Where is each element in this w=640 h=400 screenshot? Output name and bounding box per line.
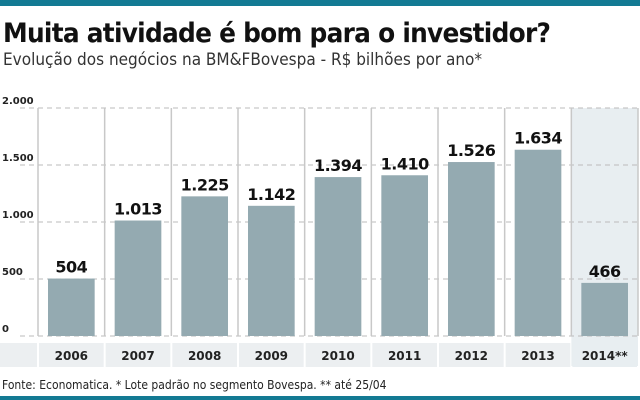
x-axis-cell bbox=[439, 343, 504, 367]
bar bbox=[48, 278, 95, 336]
y-tick-label: 1.000 bbox=[2, 210, 34, 221]
x-tick-label: 2009 bbox=[255, 349, 288, 363]
x-tick-label: 2008 bbox=[188, 349, 221, 363]
chart-title: Muita atividade é bom para o investidor? bbox=[3, 18, 551, 49]
bar bbox=[248, 205, 295, 336]
data-label: 1.225 bbox=[181, 175, 229, 194]
x-tick-label: 2007 bbox=[121, 349, 154, 363]
x-tick-label: 2006 bbox=[55, 349, 88, 363]
y-tick-label: 1.500 bbox=[2, 153, 34, 164]
data-label: 1.526 bbox=[447, 141, 495, 160]
bar bbox=[448, 162, 495, 336]
x-axis-cell bbox=[39, 343, 104, 367]
x-tick-label: 2013 bbox=[521, 349, 554, 363]
bar bbox=[114, 220, 162, 336]
bar bbox=[514, 149, 562, 336]
source-note: Fonte: Economatica. * Lote padrão no seg… bbox=[2, 378, 387, 392]
x-tick-label: 2014** bbox=[582, 349, 629, 363]
x-axis-cell bbox=[239, 343, 304, 367]
x-axis-cell bbox=[505, 343, 571, 367]
data-label: 1.142 bbox=[247, 185, 295, 204]
x-axis-cell bbox=[0, 343, 37, 367]
data-label: 1.394 bbox=[314, 156, 362, 175]
x-axis-cell bbox=[105, 343, 171, 367]
top-accent-bar bbox=[0, 0, 640, 6]
data-label: 504 bbox=[55, 258, 87, 277]
chart-subtitle: Evolução dos negócios na BM&FBovespa - R… bbox=[3, 50, 483, 70]
data-label: 1.410 bbox=[381, 154, 429, 173]
x-axis-cell bbox=[572, 343, 637, 367]
bottom-accent-bar bbox=[0, 396, 640, 400]
bar bbox=[314, 177, 362, 336]
bar bbox=[381, 175, 428, 336]
x-tick-label: 2010 bbox=[321, 349, 354, 363]
data-label: 1.013 bbox=[114, 200, 162, 219]
bar bbox=[581, 282, 628, 336]
y-tick-label: 500 bbox=[2, 267, 23, 278]
y-tick-label: 2.000 bbox=[2, 96, 34, 107]
x-axis-cell bbox=[372, 343, 437, 367]
x-axis-cell bbox=[305, 343, 371, 367]
x-axis-cell bbox=[172, 343, 237, 367]
data-label: 1.634 bbox=[514, 129, 562, 148]
y-tick-label: 0 bbox=[2, 324, 9, 335]
data-label: 466 bbox=[589, 262, 621, 281]
x-tick-label: 2011 bbox=[388, 349, 421, 363]
x-tick-label: 2012 bbox=[455, 349, 488, 363]
bar bbox=[181, 196, 228, 336]
